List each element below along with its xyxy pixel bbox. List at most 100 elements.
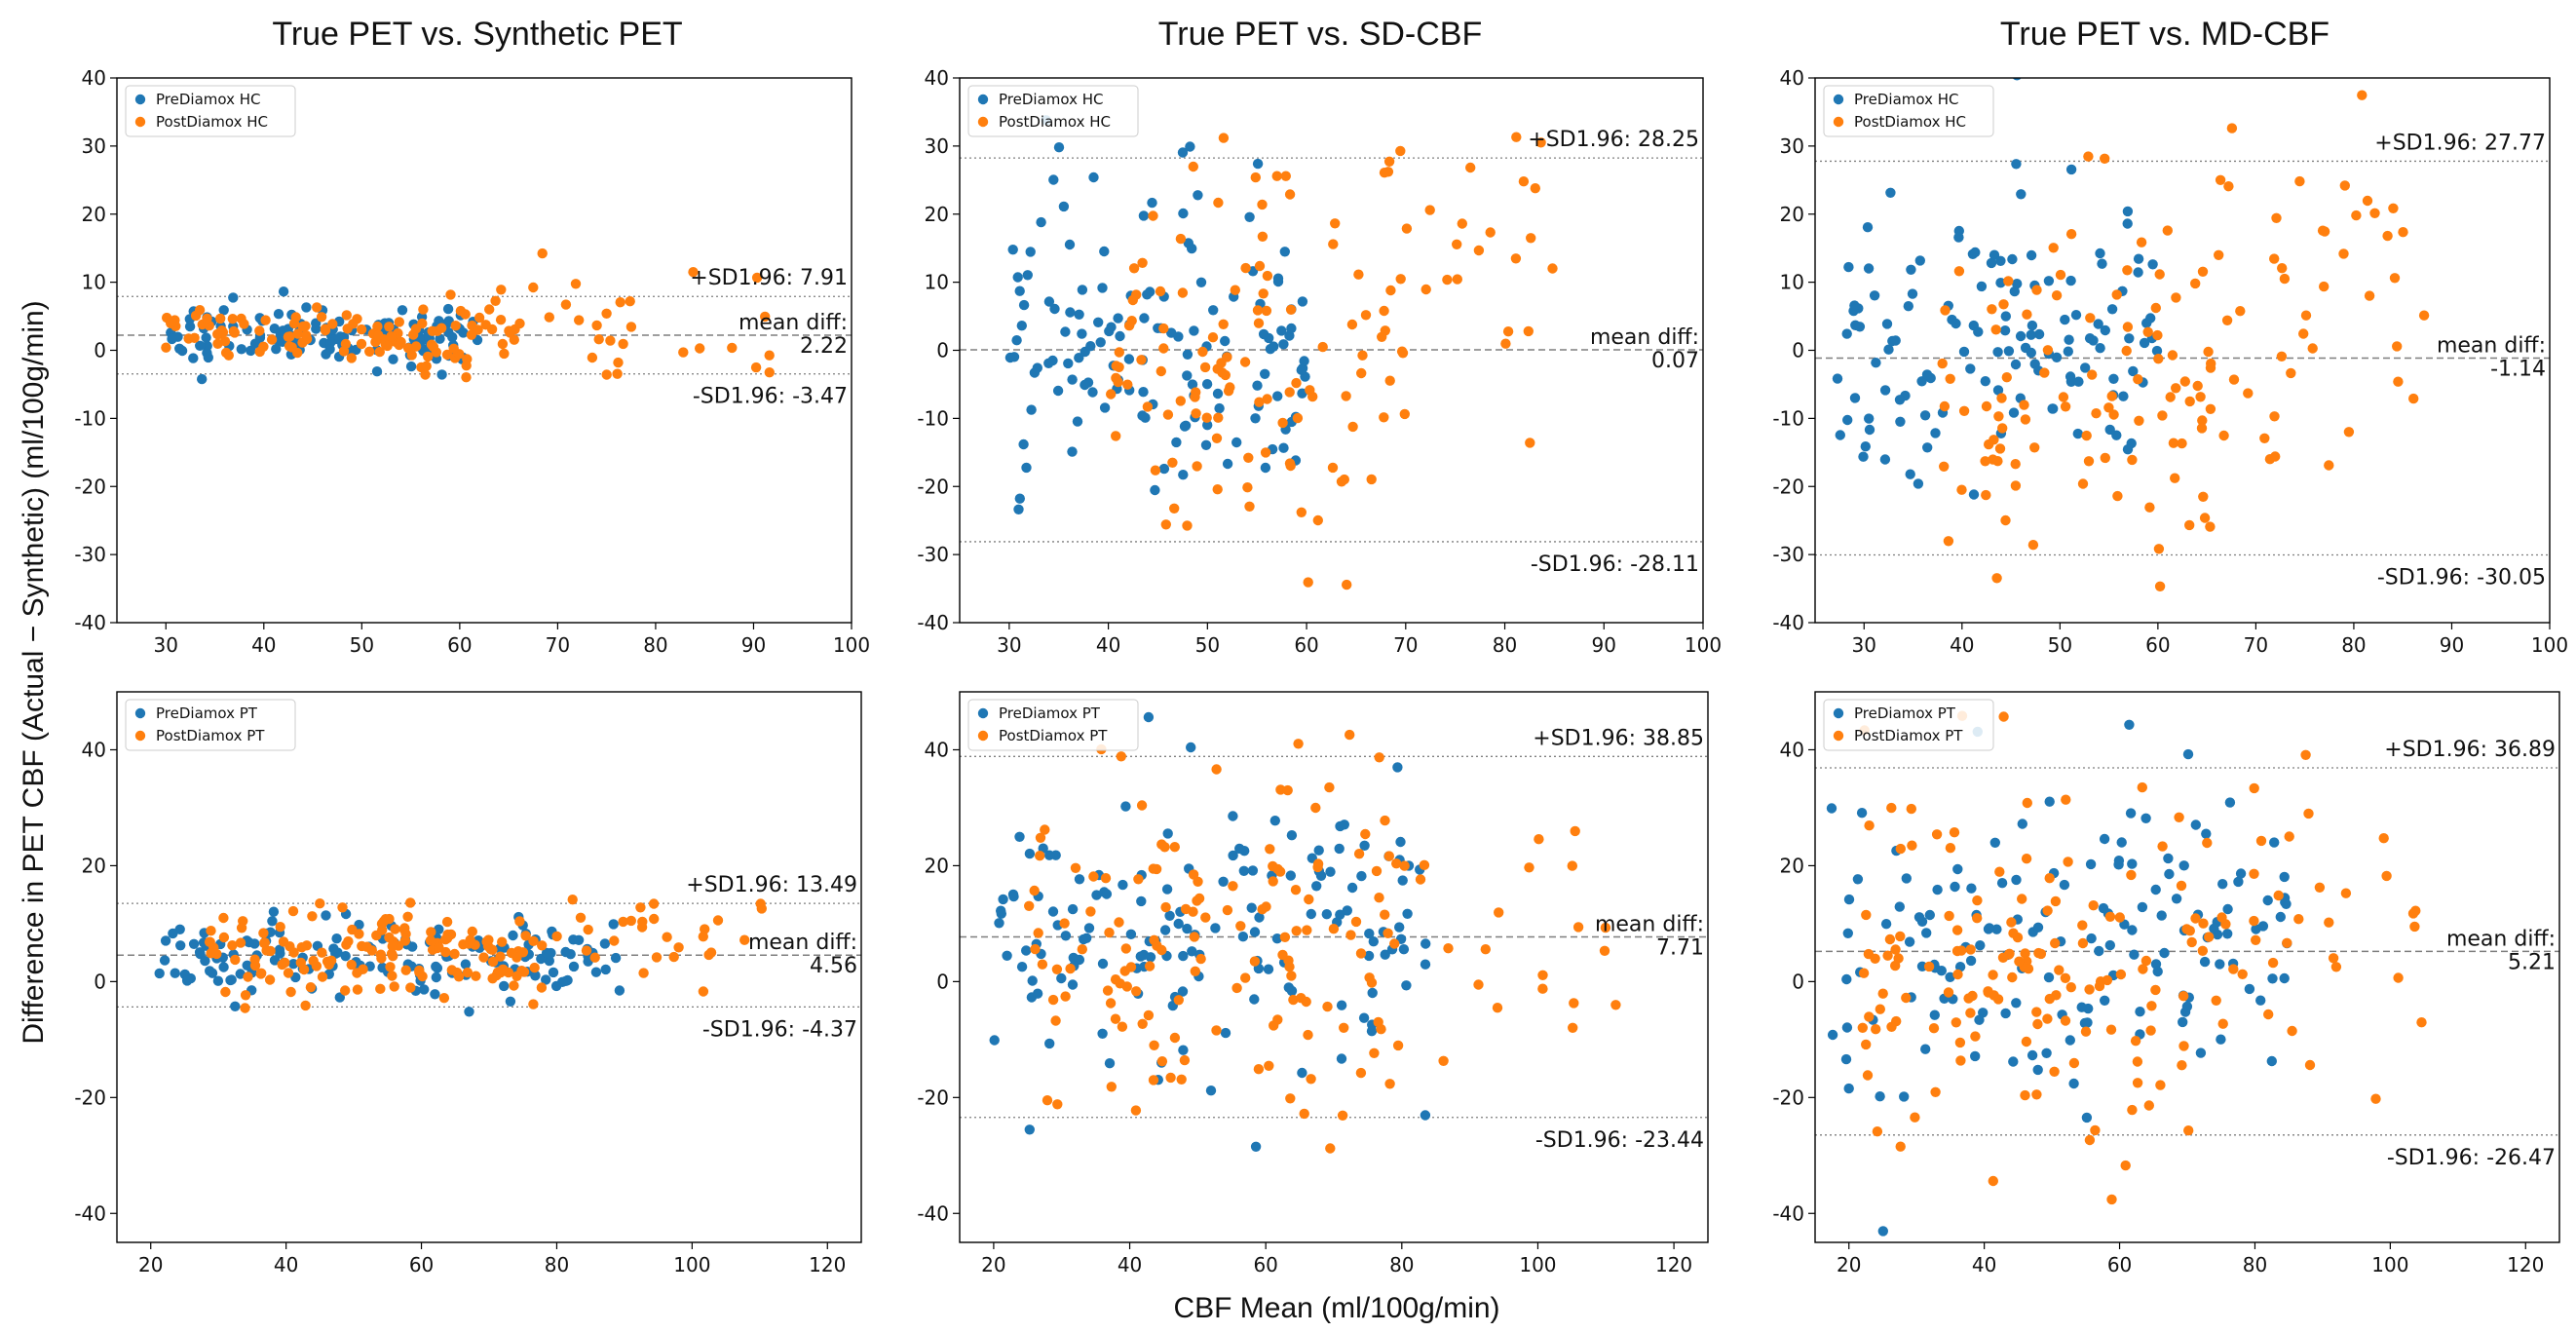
y-tick-label: 20 xyxy=(925,203,949,226)
post-diamox-point xyxy=(1993,411,2004,422)
pre-diamox-point xyxy=(1363,950,1375,962)
pre-diamox-point xyxy=(600,964,611,975)
legend-box xyxy=(967,699,1139,751)
legend-pre-marker xyxy=(134,94,146,105)
post-diamox-point xyxy=(2307,343,2318,354)
y-tick-label: -20 xyxy=(74,475,106,498)
post-diamox-point xyxy=(352,968,362,978)
pre-diamox-point xyxy=(430,989,440,1000)
post-diamox-point xyxy=(518,967,530,977)
pre-diamox-point xyxy=(2007,253,2018,265)
post-diamox-point xyxy=(297,321,309,332)
pre-diamox-point xyxy=(2076,1002,2087,1012)
legend-post-label: PostDiamox PT xyxy=(156,727,265,744)
pre-diamox-point xyxy=(1101,889,1113,899)
post-diamox-point xyxy=(1339,1022,1349,1034)
x-tick-label: 70 xyxy=(546,633,570,657)
post-diamox-point xyxy=(2389,273,2401,284)
pre-diamox-point xyxy=(2027,320,2038,331)
pre-diamox-point xyxy=(2279,972,2290,984)
pre-diamox-point xyxy=(1321,909,1333,920)
pre-diamox-point xyxy=(184,321,196,332)
pre-diamox-point xyxy=(1325,866,1336,877)
post-diamox-point xyxy=(461,361,472,371)
pre-diamox-point xyxy=(2084,333,2096,344)
axes-frame xyxy=(116,691,862,1243)
post-diamox-point xyxy=(2022,309,2032,320)
pre-diamox-point xyxy=(1895,416,1906,427)
pre-diamox-point xyxy=(2082,1017,2093,1028)
pre-diamox-point xyxy=(2100,995,2110,1006)
post-diamox-point xyxy=(495,315,507,325)
post-diamox-point xyxy=(2077,920,2088,931)
post-diamox-point xyxy=(1211,1025,1222,1036)
post-diamox-point xyxy=(1997,952,2009,963)
post-diamox-point xyxy=(1923,961,1935,972)
post-diamox-point xyxy=(307,911,318,922)
post-diamox-point xyxy=(260,315,271,325)
pre-diamox-point xyxy=(1072,416,1083,427)
post-diamox-point xyxy=(1424,205,1435,215)
pre-diamox-point xyxy=(1250,413,1261,424)
post-diamox-point xyxy=(618,916,628,928)
pre-diamox-point xyxy=(2137,901,2148,913)
post-diamox-point xyxy=(1250,171,1262,183)
pre-diamox-point xyxy=(2124,719,2135,730)
pre-diamox-point xyxy=(2163,853,2174,864)
post-diamox-point xyxy=(2142,326,2153,337)
post-diamox-point xyxy=(755,898,766,909)
pre-diamox-point xyxy=(1297,1067,1307,1079)
post-diamox-point xyxy=(651,952,663,963)
post-diamox-point xyxy=(2319,281,2330,292)
x-tick-label: 90 xyxy=(2440,633,2464,657)
post-diamox-point xyxy=(2263,1009,2274,1020)
shared-y-axis-label: Difference in PET CBF (Actual − Syntheti… xyxy=(18,300,50,1044)
y-tick-label: 0 xyxy=(94,970,106,993)
pre-diamox-point xyxy=(1877,1226,1889,1237)
post-diamox-point xyxy=(1996,393,2007,403)
post-diamox-point xyxy=(1570,825,1580,837)
post-diamox-point xyxy=(1052,1099,1063,1110)
pre-diamox-point xyxy=(1843,1083,1854,1094)
post-diamox-point xyxy=(2276,351,2288,362)
post-diamox-point xyxy=(346,959,357,971)
post-diamox-point xyxy=(1303,1029,1313,1041)
pre-diamox-point xyxy=(1992,347,2003,358)
post-diamox-point xyxy=(1970,1031,1981,1042)
pre-diamox-point xyxy=(160,935,171,946)
post-diamox-point xyxy=(1104,927,1115,938)
pre-diamox-point xyxy=(1869,290,1880,301)
pre-diamox-point xyxy=(1989,837,2000,848)
pre-diamox-point xyxy=(1862,222,1874,233)
post-diamox-point xyxy=(509,980,519,991)
pre-diamox-point xyxy=(268,906,280,917)
legend-box xyxy=(1823,85,1994,137)
pre-diamox-point xyxy=(1260,462,1271,474)
x-tick-label: 100 xyxy=(2371,1253,2408,1276)
post-diamox-point xyxy=(386,331,397,342)
post-diamox-point xyxy=(495,951,506,962)
pre-diamox-point xyxy=(244,936,254,948)
post-diamox-point xyxy=(705,947,717,958)
pre-diamox-point xyxy=(2100,324,2110,336)
post-diamox-point xyxy=(205,936,215,947)
y-tick-label: -40 xyxy=(917,611,949,634)
pre-diamox-point xyxy=(1849,300,1860,311)
pre-diamox-point xyxy=(1286,985,1298,997)
x-tick-label: 20 xyxy=(138,1253,163,1276)
pre-diamox-point xyxy=(1286,323,1297,334)
post-diamox-point xyxy=(327,319,338,329)
post-diamox-point xyxy=(428,341,439,353)
post-diamox-point xyxy=(285,986,296,998)
post-diamox-point xyxy=(2204,932,2215,942)
pre-diamox-point xyxy=(1179,421,1191,432)
post-diamox-point xyxy=(1230,285,1241,295)
post-diamox-point xyxy=(1211,433,1223,443)
post-diamox-point xyxy=(1861,1039,1872,1050)
post-diamox-point xyxy=(1162,409,1174,420)
pre-diamox-point xyxy=(499,980,510,992)
post-diamox-point xyxy=(673,942,684,953)
post-diamox-point xyxy=(1421,284,1431,295)
post-diamox-point xyxy=(2115,969,2127,980)
post-diamox-point xyxy=(2021,1036,2032,1047)
